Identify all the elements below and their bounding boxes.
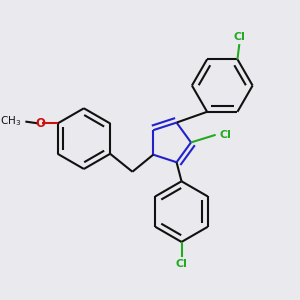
Text: O: O bbox=[35, 117, 46, 130]
Text: Cl: Cl bbox=[219, 130, 231, 140]
Text: Cl: Cl bbox=[233, 32, 245, 42]
Text: Cl: Cl bbox=[176, 259, 188, 269]
Text: CH$_3$: CH$_3$ bbox=[0, 115, 22, 128]
